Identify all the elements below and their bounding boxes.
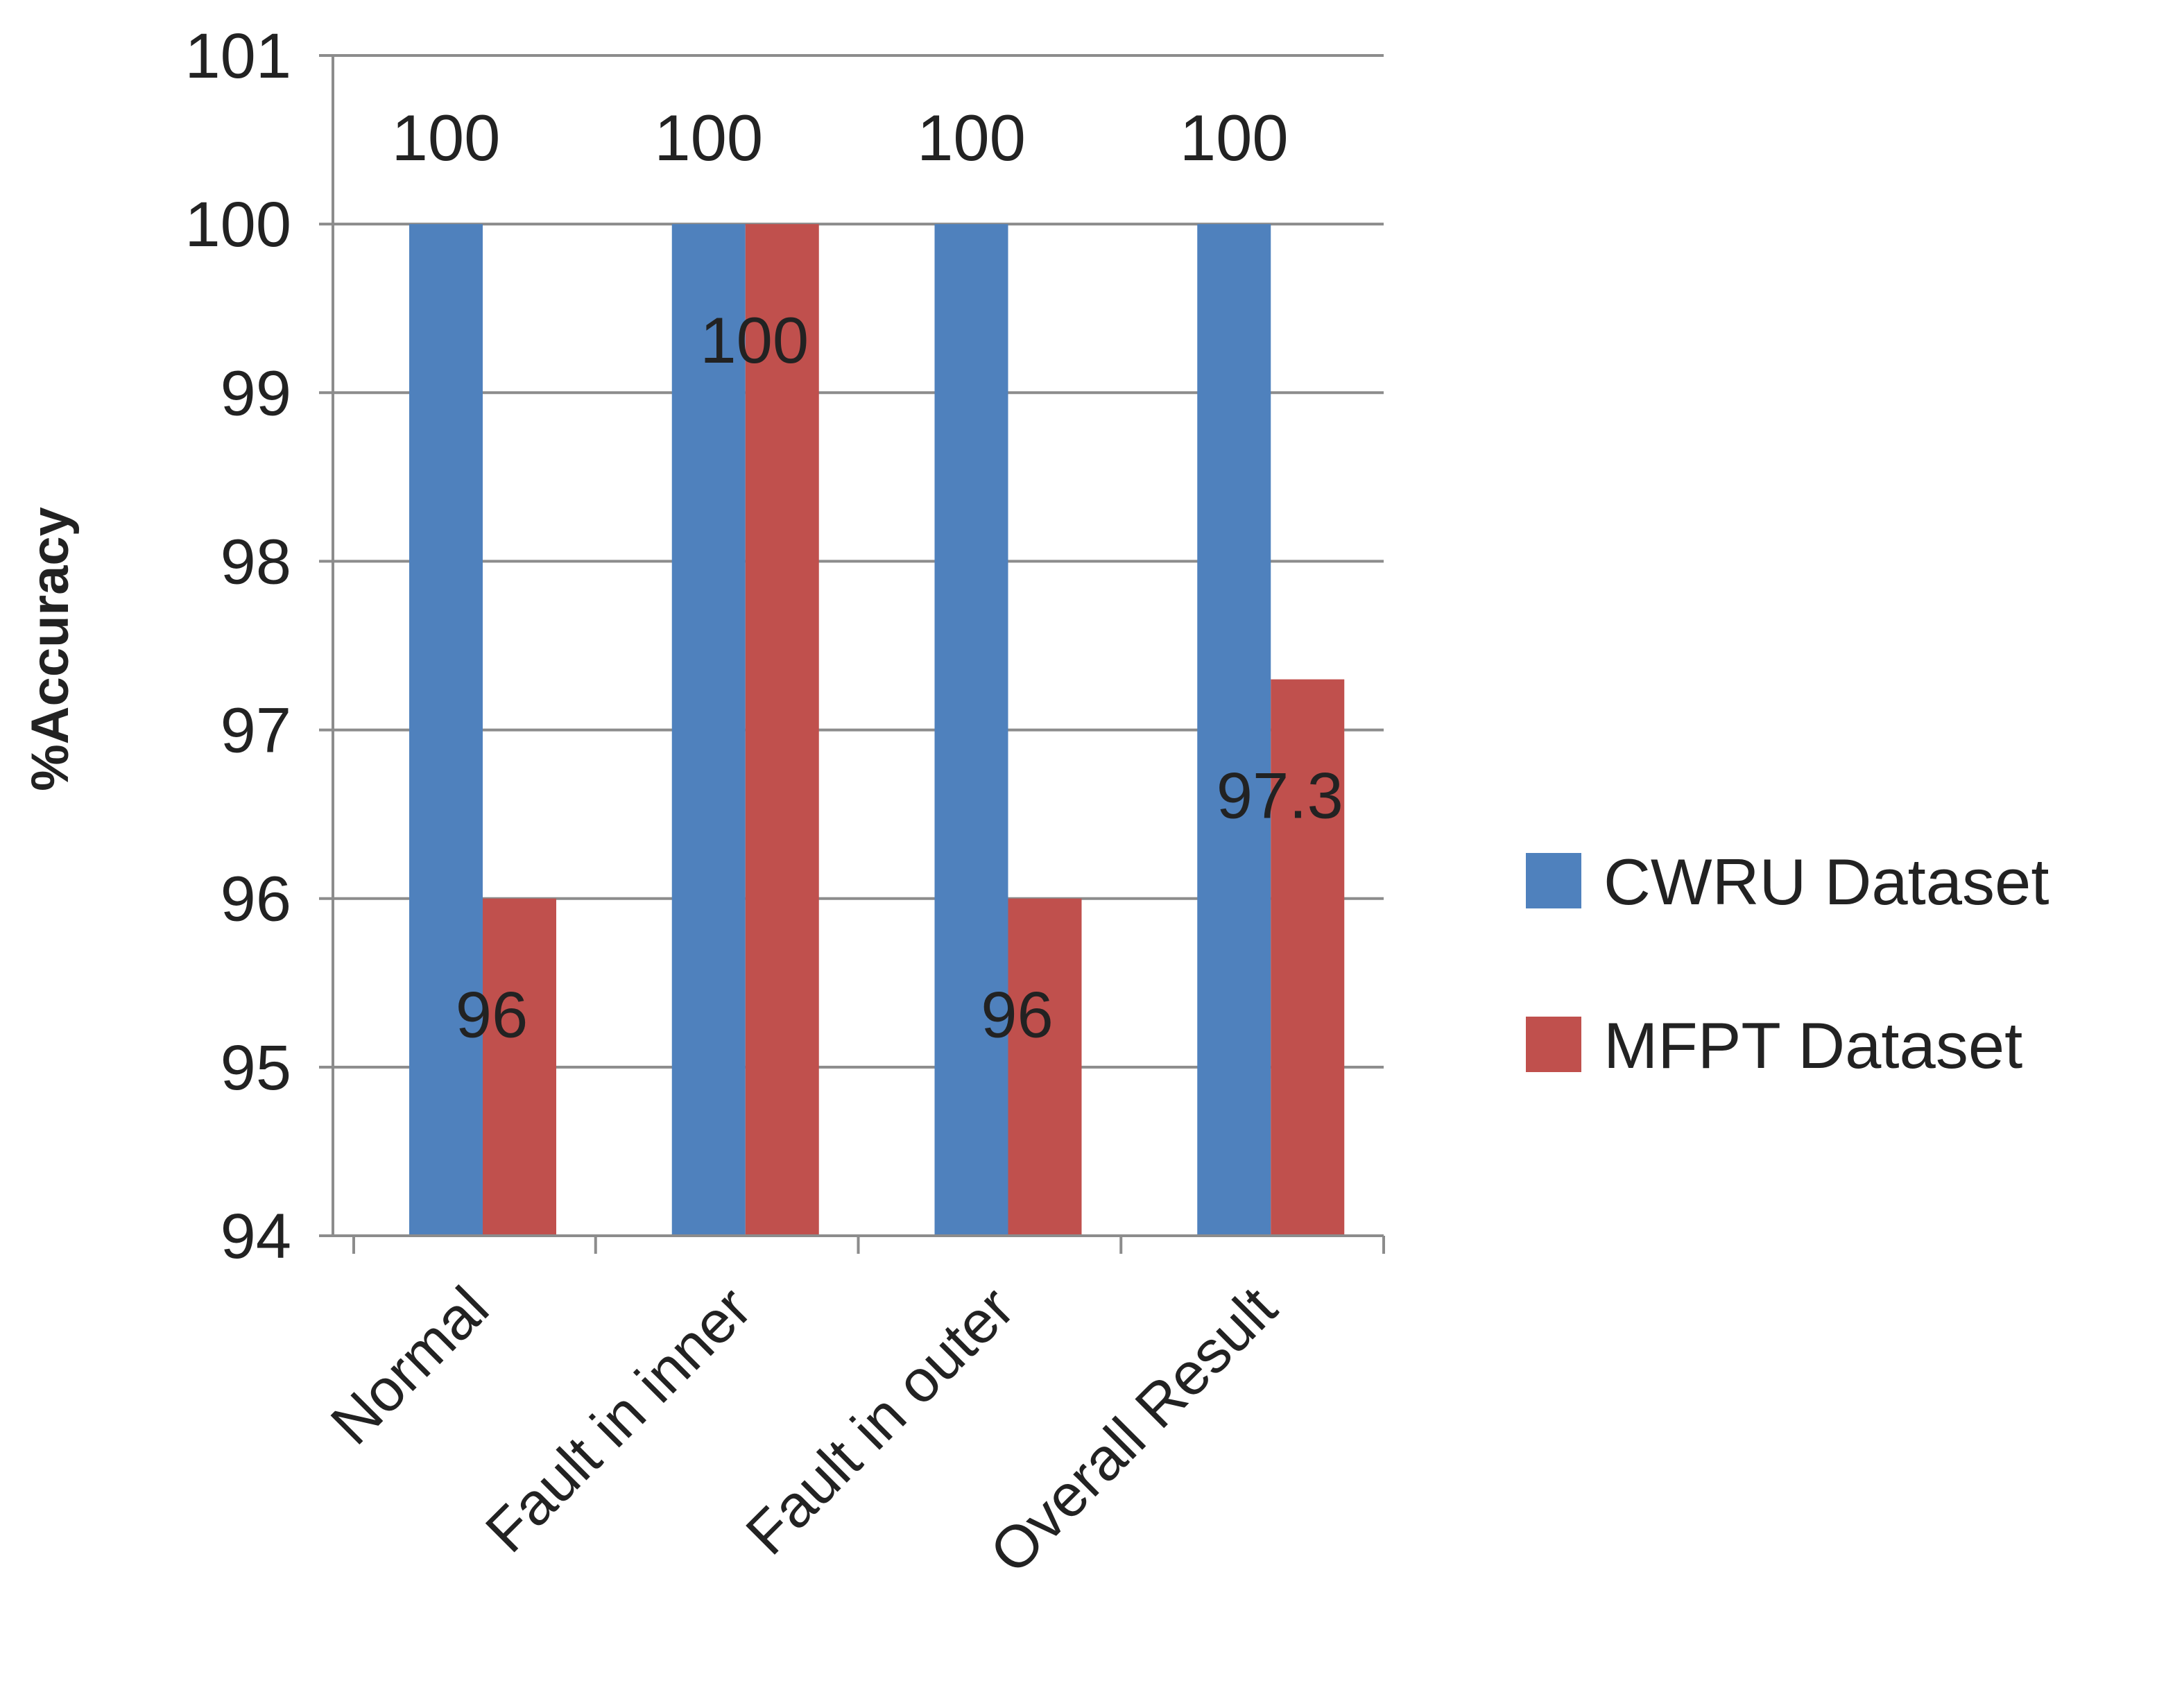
category-label: Fault in outer bbox=[734, 1275, 1027, 1568]
y-tick-label: 95 bbox=[221, 1033, 291, 1103]
y-tick-label: 100 bbox=[185, 189, 292, 260]
y-tick-label: 98 bbox=[221, 526, 291, 597]
bar-mfpt bbox=[745, 224, 819, 1236]
y-tick-label: 101 bbox=[185, 21, 292, 92]
category-label: Normal bbox=[318, 1275, 501, 1458]
bar-mfpt bbox=[483, 898, 556, 1236]
data-labels: 100 96 100 100 100 96 100 97.3 bbox=[392, 101, 1343, 1051]
y-axis-ticks: 94 95 96 97 98 99 100 101 bbox=[185, 21, 333, 1272]
data-label: 100 bbox=[700, 304, 809, 377]
bars bbox=[409, 224, 1345, 1236]
bar-cwru bbox=[409, 224, 483, 1236]
bar-cwru bbox=[934, 224, 1008, 1236]
data-label: 100 bbox=[1180, 101, 1289, 174]
y-tick-label: 94 bbox=[221, 1201, 291, 1272]
data-label: 96 bbox=[981, 978, 1054, 1051]
y-tick-label: 97 bbox=[221, 696, 291, 766]
legend-swatch bbox=[1526, 853, 1581, 908]
bar-cwru bbox=[1197, 224, 1271, 1236]
bar-cwru bbox=[671, 224, 746, 1236]
data-label: 96 bbox=[456, 978, 528, 1051]
legend-label: MFPT Dataset bbox=[1604, 1009, 2022, 1082]
legend-label: CWRU Dataset bbox=[1604, 845, 2049, 918]
bar-mfpt bbox=[1271, 679, 1345, 1236]
legend: CWRU Dataset MFPT Dataset bbox=[1526, 845, 2049, 1082]
bar-mfpt bbox=[1008, 898, 1082, 1236]
x-axis-ticks bbox=[352, 1236, 1385, 1254]
data-label: 100 bbox=[392, 101, 501, 174]
category-label: Fault in inner bbox=[473, 1275, 764, 1565]
y-axis-label: %Accuracy bbox=[21, 507, 80, 791]
y-tick-label: 96 bbox=[221, 864, 291, 935]
data-label: 100 bbox=[654, 101, 763, 174]
data-label: 97.3 bbox=[1217, 759, 1343, 832]
y-tick-label: 99 bbox=[221, 358, 291, 429]
data-label: 100 bbox=[917, 101, 1026, 174]
legend-swatch bbox=[1526, 1017, 1581, 1072]
